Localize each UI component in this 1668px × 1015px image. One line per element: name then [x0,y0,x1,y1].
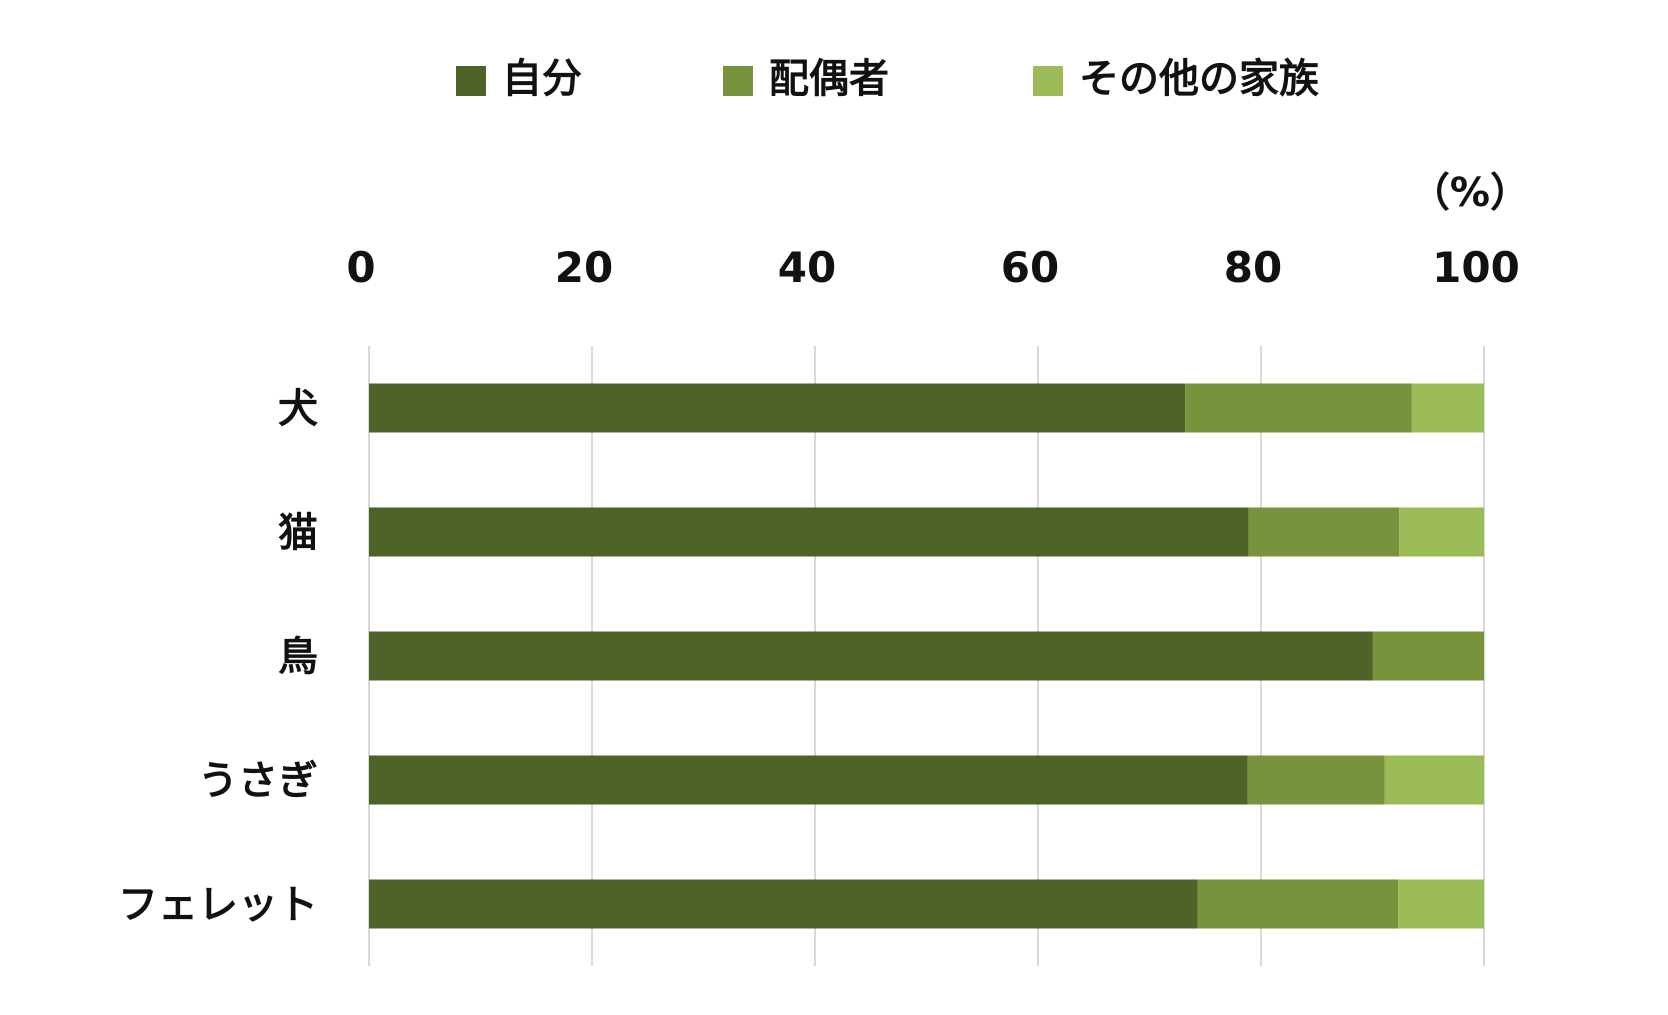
bar-segment [369,631,1373,681]
x-tick-label: 60 [1001,243,1059,292]
x-tick-label: 0 [346,243,375,292]
x-tick-label: 100 [1432,243,1520,292]
legend-swatch [723,66,753,96]
bar-segment [369,507,1249,557]
bar-segment [369,755,1248,805]
bar-segment [369,879,1198,929]
unit-label: （%） [1410,170,1530,216]
bar-segment [1247,755,1385,805]
legend-label: 配偶者 [769,56,889,102]
bar-segment [1248,507,1400,557]
category-label: うさぎ [198,758,318,804]
bar-segment [1185,383,1412,433]
x-tick-label: 80 [1224,243,1282,292]
bar-segment [1399,507,1484,557]
legend-swatch [1033,66,1063,96]
category-label: 犬 [278,386,318,432]
bar-segment [1384,755,1484,805]
category-label: 猫 [278,510,318,556]
legend-label: 自分 [502,56,582,102]
legend-label: その他の家族 [1079,56,1319,102]
legend: 自分 配偶者 その他の家族 [456,56,1319,102]
x-tick-label: 40 [778,243,836,292]
legend-swatch [456,66,486,96]
x-axis-ticks: 0 20 40 60 80 100 [346,243,1519,292]
bars [369,383,1484,929]
bar-segment [1398,879,1484,929]
bar-segment [1372,631,1484,681]
bar-segment [1197,879,1399,929]
x-tick-label: 20 [555,243,613,292]
category-label: 鳥 [278,634,318,680]
category-label: フェレット [118,882,318,928]
bar-segment [1411,383,1484,433]
bar-segment [369,383,1186,433]
